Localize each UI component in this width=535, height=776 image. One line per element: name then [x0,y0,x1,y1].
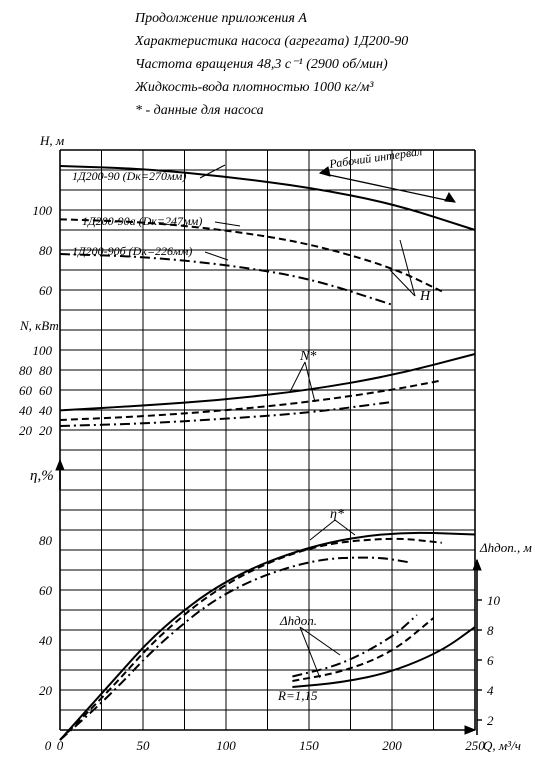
svg-text:10: 10 [487,593,501,608]
svg-text:20: 20 [39,683,53,698]
svg-text:Продолжение приложения А: Продолжение приложения А [134,11,307,26]
svg-text:40: 40 [39,633,53,648]
chart-svg: Продолжение приложения А Характеристика н… [0,0,535,776]
svg-text:80: 80 [39,533,53,548]
pump-chart-page: Продолжение приложения А Характеристика н… [0,0,535,776]
svg-text:Рабочий интервал: Рабочий интервал [327,144,422,171]
svg-text:1Д200-90б (Dк=226мм): 1Д200-90б (Dк=226мм) [72,244,192,258]
svg-text:H: H [419,289,431,304]
svg-text:0: 0 [45,738,52,753]
svg-text:Жидкость-вода плотностью 1000: Жидкость-вода плотностью 1000 кг/м³ [134,80,374,95]
svg-text:R=1,15: R=1,15 [277,688,318,703]
svg-text:50: 50 [137,738,151,753]
svg-text:80: 80 [39,243,53,258]
svg-text:Частота вращения 48,3 с⁻¹ (290: Частота вращения 48,3 с⁻¹ (2900 об/мин) [135,57,388,72]
svg-text:Δhдоп., м: Δhдоп., м [479,540,532,555]
svg-text:1Д200-90 (Dк=270мм): 1Д200-90 (Dк=270мм) [72,169,186,183]
svg-text:40: 40 [39,403,53,418]
svg-text:1Д200-90а (Dк=247мм): 1Д200-90а (Dк=247мм) [82,214,202,228]
svg-text:2: 2 [487,713,494,728]
svg-text:* - данные для насоса: * - данные для насоса [135,103,264,118]
svg-text:η,%: η,% [30,468,54,484]
svg-text:4: 4 [487,683,494,698]
svg-text:60: 60 [39,383,53,398]
svg-text:200: 200 [382,738,402,753]
svg-text:40: 40 [19,403,33,418]
svg-text:6: 6 [487,653,494,668]
svg-text:60: 60 [19,383,33,398]
svg-text:20: 20 [19,423,33,438]
svg-text:60: 60 [39,283,53,298]
svg-text:Q, м³/ч: Q, м³/ч [483,738,521,753]
svg-text:100: 100 [33,203,53,218]
svg-text:100: 100 [33,343,53,358]
svg-text:8: 8 [487,623,494,638]
svg-text:N, кВт: N, кВт [19,318,59,333]
svg-text:N*: N* [299,349,316,364]
svg-text:20: 20 [39,423,53,438]
svg-text:Δhдоп.: Δhдоп. [279,613,317,628]
svg-text:H, м: H, м [39,133,64,148]
svg-text:80: 80 [39,363,53,378]
svg-text:150: 150 [299,738,319,753]
svg-text:100: 100 [216,738,236,753]
svg-text:80: 80 [19,363,33,378]
svg-text:η*: η* [330,507,344,522]
svg-text:60: 60 [39,583,53,598]
svg-text:Характеристика насоса (агрегат: Характеристика насоса (агрегата) 1Д200-9… [134,34,408,49]
